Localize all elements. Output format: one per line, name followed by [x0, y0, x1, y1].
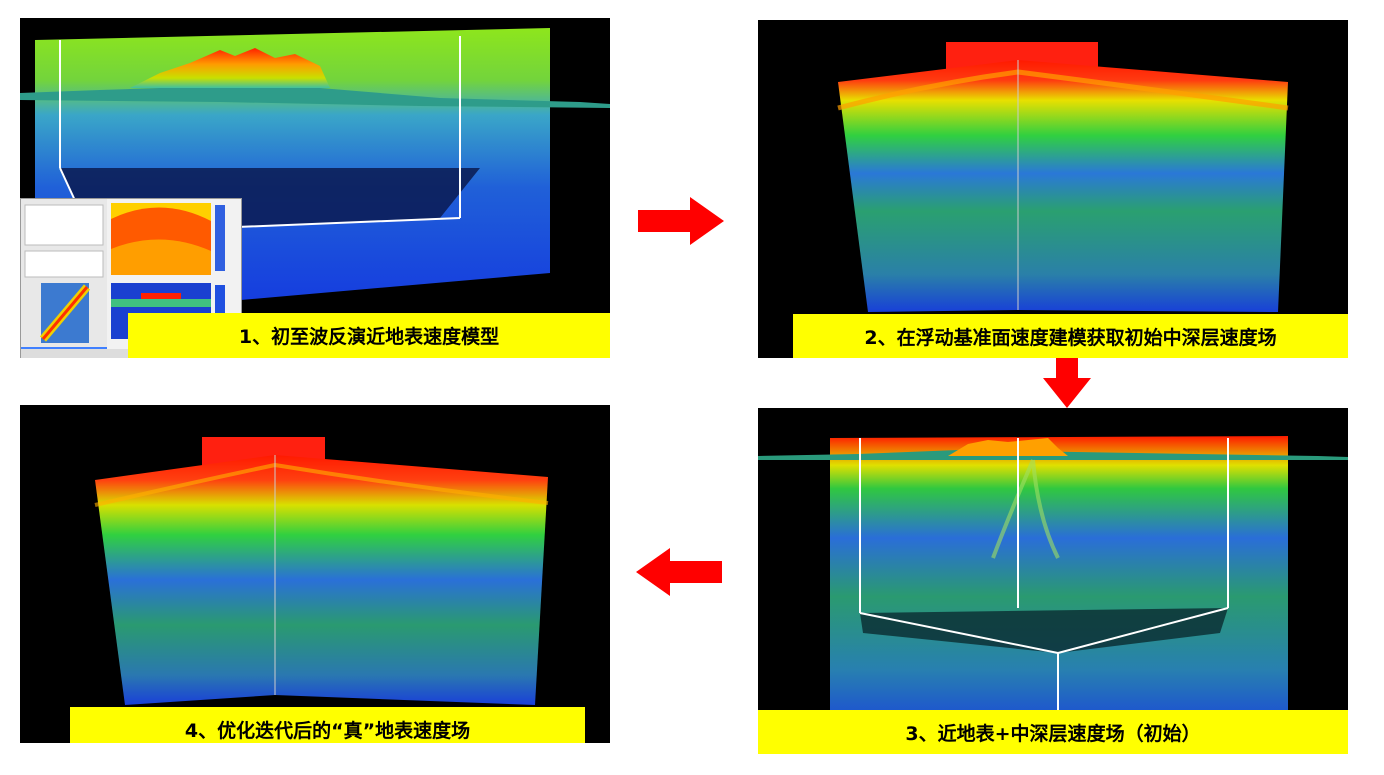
arrow-down-2-to-3 [1043, 358, 1091, 408]
panel-4-volume-render [94, 437, 549, 705]
panel-1-near-surface-model: 1、初至波反演近地表速度模型 [20, 18, 610, 358]
panel-3-combined-initial-model: 3、近地表+中深层速度场（初始） [758, 408, 1348, 754]
step-1-caption: 1、初至波反演近地表速度模型 [128, 313, 610, 358]
arrow-left-3-to-4 [636, 548, 722, 596]
panel-4-optimized-model: 4、优化迭代后的“真”地表速度场 [20, 405, 610, 743]
arrow-right-1-to-2 [638, 197, 724, 245]
panel-3-volume-render [758, 436, 1348, 754]
step-4-caption: 4、优化迭代后的“真”地表速度场 [70, 707, 585, 743]
panel-2-volume-render [837, 42, 1289, 312]
step-2-caption: 2、在浮动基准面速度建模获取初始中深层速度场 [793, 314, 1348, 358]
panel-2-floating-datum-model: 2、在浮动基准面速度建模获取初始中深层速度场 [758, 20, 1348, 358]
step-3-caption: 3、近地表+中深层速度场（初始） [758, 710, 1348, 754]
